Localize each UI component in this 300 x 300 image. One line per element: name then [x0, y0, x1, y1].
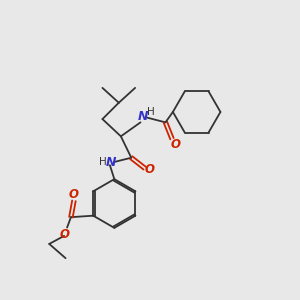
Text: O: O — [59, 228, 69, 241]
Text: H: H — [100, 157, 107, 167]
Text: N: N — [137, 110, 148, 123]
Text: O: O — [68, 188, 78, 201]
Text: H: H — [147, 107, 154, 117]
Text: N: N — [106, 156, 117, 169]
Text: O: O — [145, 163, 155, 176]
Text: O: O — [171, 138, 181, 151]
